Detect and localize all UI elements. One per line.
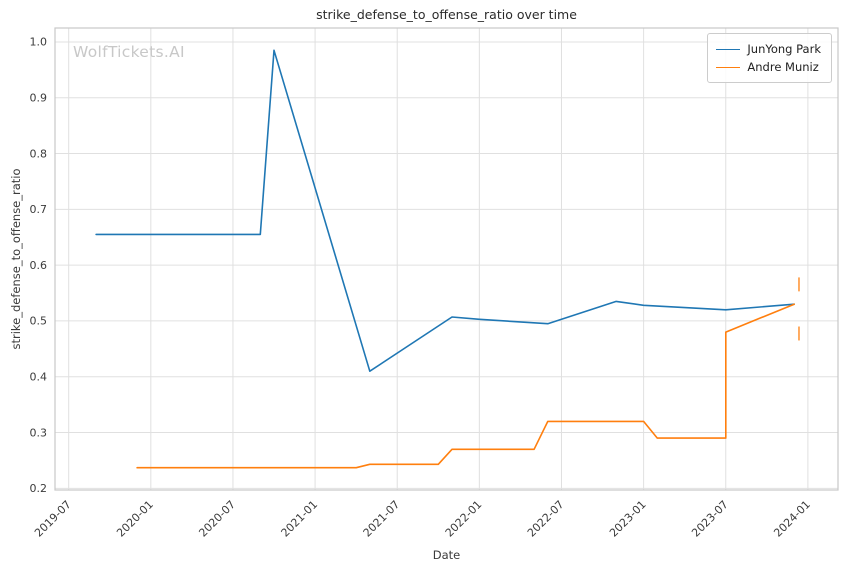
x-tick-label: 2022-07 [525, 498, 567, 540]
y-tick-label: 0.9 [30, 92, 48, 105]
series-line-0 [95, 49, 796, 373]
legend-line-swatch [716, 66, 741, 68]
legend-label: Andre Muniz [747, 60, 819, 74]
y-tick-label: 0.8 [30, 147, 48, 160]
x-tick-label: 2019-07 [32, 498, 74, 540]
chart-title: strike_defense_to_offense_ratio over tim… [316, 7, 577, 22]
legend-item: JunYong Park [716, 40, 821, 58]
x-tick-label: 2021-07 [361, 498, 403, 540]
plot-border [54, 27, 839, 491]
x-tick-label: 2023-01 [607, 498, 649, 540]
legend-label: JunYong Park [747, 42, 821, 56]
watermark: WolfTickets.AI [73, 43, 185, 61]
y-tick-label: 0.5 [30, 315, 48, 328]
x-tick-label: 2022-01 [443, 498, 485, 540]
series-line-1 [136, 303, 796, 469]
y-tick-label: 0.6 [30, 259, 48, 272]
y-tick-label: 0.7 [30, 203, 48, 216]
x-tick-label: 2020-07 [196, 498, 238, 540]
legend-item: Andre Muniz [716, 58, 821, 76]
legend-line-swatch [716, 48, 741, 50]
legend: JunYong Park Andre Muniz [707, 33, 832, 83]
y-tick-label: 0.3 [30, 426, 48, 439]
y-tick-label: 1.0 [30, 36, 48, 49]
y-tick-label: 0.2 [30, 482, 48, 495]
y-tick-label: 0.4 [30, 371, 48, 384]
y-axis-label: strike_defense_to_offense_ratio [9, 168, 23, 350]
x-tick-label: 2020-01 [114, 498, 156, 540]
x-tick-label: 2021-01 [279, 498, 321, 540]
x-tick-label: 2024-01 [771, 498, 813, 540]
x-axis-label: Date [432, 548, 461, 562]
x-tick-label: 2023-07 [689, 498, 731, 540]
